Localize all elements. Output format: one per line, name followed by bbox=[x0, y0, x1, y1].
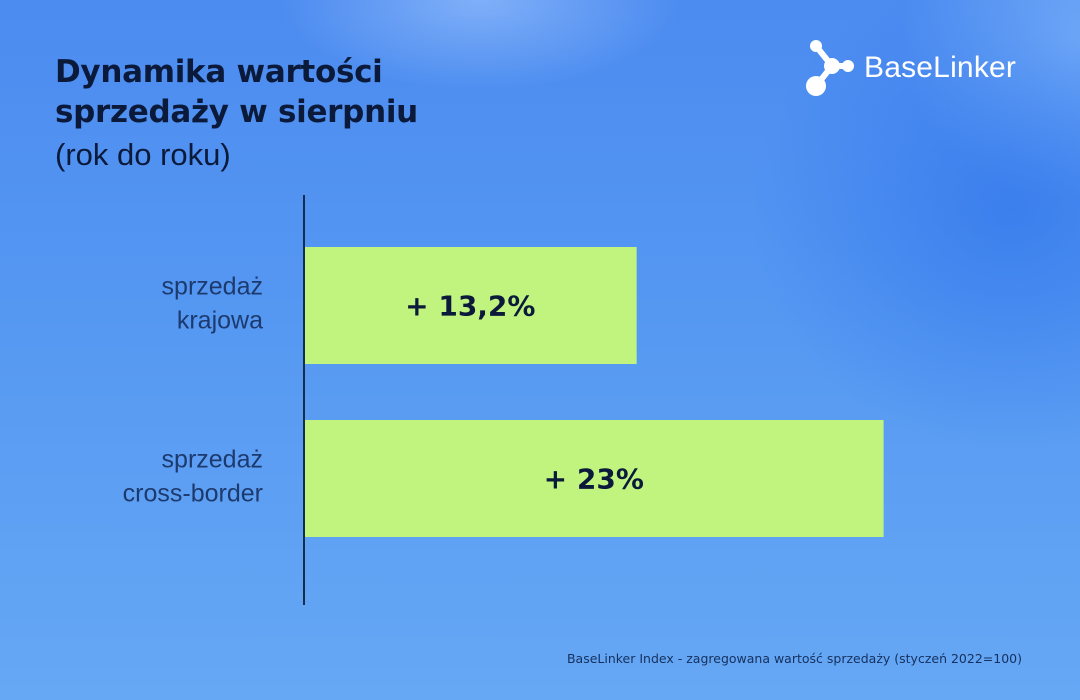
data-label-0: + 13,2% bbox=[405, 290, 535, 323]
molecule-logo-icon bbox=[806, 40, 854, 96]
category-label-0-0: sprzedaż bbox=[162, 273, 263, 301]
brand-logo: BaseLinker bbox=[800, 36, 1016, 100]
category-label-1-0: sprzedaż bbox=[162, 446, 263, 474]
chart-title: Dynamika wartości sprzedaży w sierpniu bbox=[55, 54, 418, 130]
data-label-1: + 23% bbox=[544, 463, 644, 496]
bar-0 bbox=[304, 247, 637, 364]
footnote: BaseLinker Index - zagregowana wartość s… bbox=[566, 651, 1022, 666]
bar-1 bbox=[304, 420, 884, 537]
chart-subtitle: (rok do roku) bbox=[55, 137, 231, 172]
category-label-0-1: krajowa bbox=[177, 307, 263, 335]
category-label-1-1: cross-border bbox=[123, 480, 263, 508]
logo-text: BaseLinker bbox=[864, 51, 1017, 84]
